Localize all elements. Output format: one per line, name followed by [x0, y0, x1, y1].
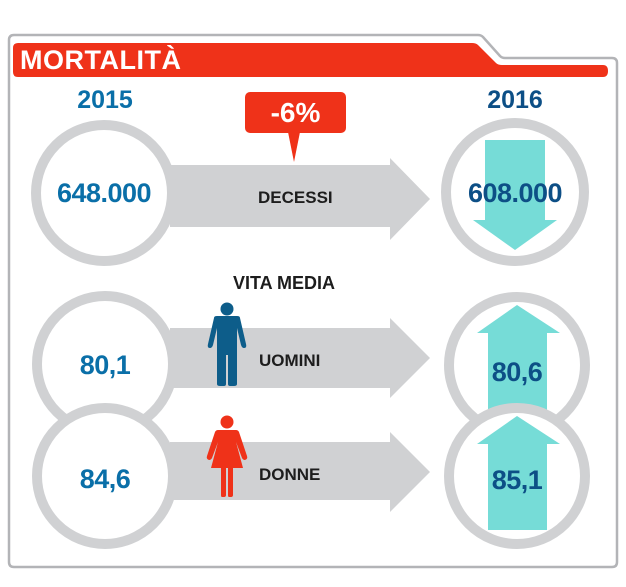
- woman-icon: [206, 415, 248, 497]
- life-expectancy-label: VITA MEDIA: [233, 273, 335, 293]
- men-2016-value: 80,6: [491, 357, 543, 387]
- year-2016-label: 2016: [487, 86, 543, 114]
- deaths-arrow: [170, 158, 430, 240]
- badge-pointer: [288, 132, 300, 162]
- change-badge-bg: [245, 92, 346, 133]
- year-2015-label: 2015: [77, 86, 133, 114]
- women-label: DONNE: [259, 465, 321, 484]
- arrow-up-icon: [477, 416, 560, 530]
- women-2015-value: 84,6: [79, 464, 131, 494]
- women-2016-value: 85,1: [491, 465, 543, 495]
- header-bar: [13, 43, 608, 77]
- deaths-2016-value: 608.000: [467, 178, 563, 208]
- arrow-up-icon: [477, 305, 560, 420]
- deaths-2015-circle: [31, 120, 177, 266]
- men-2015-value: 80,1: [79, 350, 131, 380]
- deaths-2015-value: 648.000: [56, 178, 152, 208]
- man-icon: [207, 302, 247, 386]
- section-title: MORTALITÀ: [20, 45, 182, 75]
- arrow-down-icon: [473, 140, 557, 250]
- deaths-label: DECESSI: [258, 188, 333, 207]
- men-label: UOMINI: [259, 351, 321, 370]
- change-badge: -6%: [270, 97, 321, 128]
- women-2015-circle: [32, 403, 178, 549]
